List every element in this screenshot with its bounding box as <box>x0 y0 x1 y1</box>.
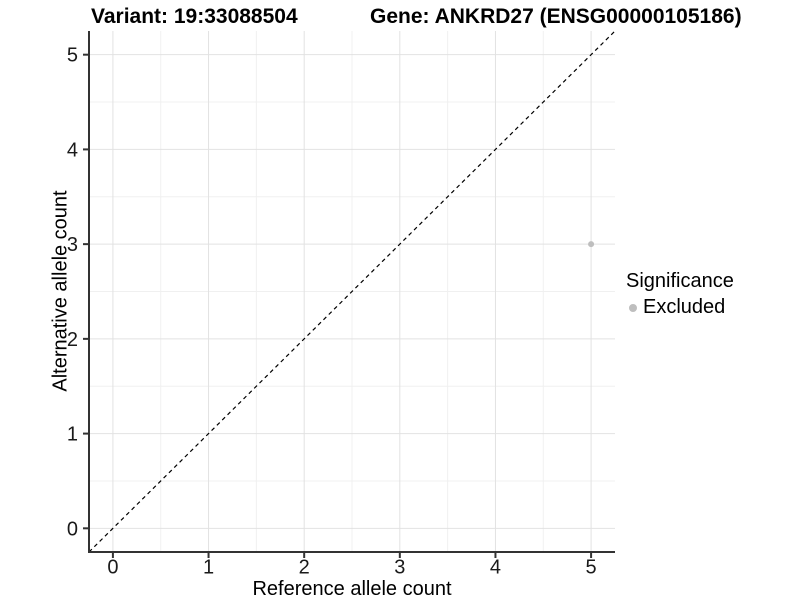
x-tick-label: 4 <box>490 557 501 579</box>
x-tick-label: 5 <box>586 557 597 579</box>
y-tick-label: 4 <box>67 139 78 161</box>
plot-title-gene: Gene: ANKRD27 (ENSG00000105186) <box>370 5 742 28</box>
y-tick-label: 3 <box>67 234 78 256</box>
y-tick-label: 1 <box>67 424 78 446</box>
x-tick-label: 3 <box>394 557 405 579</box>
y-axis-title: Alternative allele count <box>49 190 72 392</box>
identity-reference-line <box>88 30 616 553</box>
legend-point-swatch-icon <box>629 303 637 312</box>
plot-title-variant: Variant: 19:33088504 <box>91 5 298 28</box>
x-tick-label: 0 <box>107 557 118 579</box>
y-tick-label: 5 <box>67 45 78 67</box>
legend-entry-label: Excluded <box>643 296 726 318</box>
y-tick-label: 0 <box>67 518 78 540</box>
legend-entry-excluded: Excluded <box>626 296 734 319</box>
legend: Significance Excluded <box>626 270 734 319</box>
y-tick-label: 2 <box>67 329 78 351</box>
x-tick-label: 1 <box>203 557 214 579</box>
x-tick-label: 2 <box>299 557 310 579</box>
x-axis-title: Reference allele count <box>252 578 452 600</box>
data-point <box>588 241 595 248</box>
legend-title: Significance <box>626 270 734 292</box>
